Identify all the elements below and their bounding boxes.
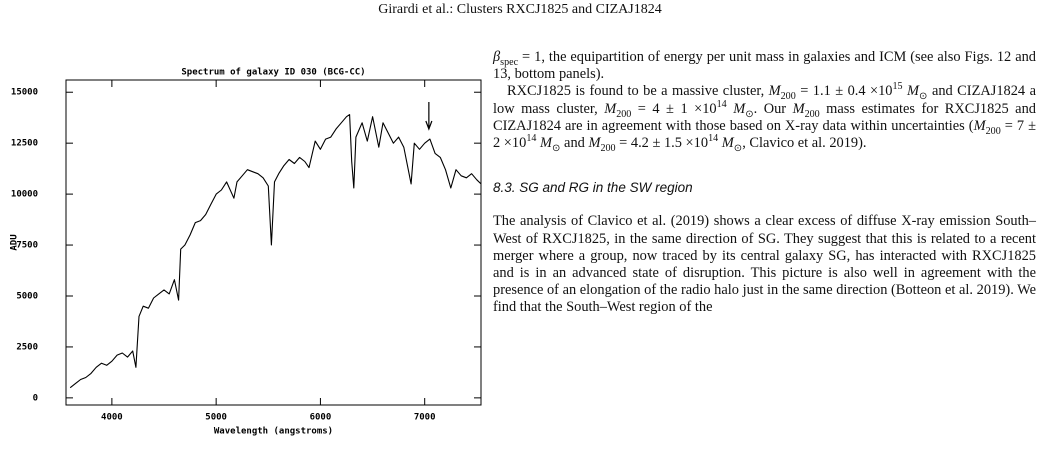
text-run: 15	[892, 81, 903, 93]
text-column: βspec = 1, the equipartition of energy p…	[493, 49, 1036, 317]
spectrum-line	[69, 114, 482, 389]
x-tick-label: 7000	[414, 413, 436, 423]
x-axis-label: Wavelength (angstroms)	[214, 427, 333, 437]
text-run: M	[588, 135, 601, 152]
paragraph: βspec = 1, the equipartition of energy p…	[493, 49, 1036, 83]
text-run: RXCJ1825 is found to be a massive cluste…	[507, 83, 769, 100]
text-run: and CIZAJ1824 a low mass cluster,	[493, 83, 1036, 117]
text-run: spec	[500, 56, 519, 68]
text-run: . Our	[753, 100, 793, 117]
text-run: = 7 ± 2 ×10	[493, 117, 1036, 152]
arrow-marker	[425, 102, 433, 131]
text-run: 200	[616, 108, 632, 120]
text-run: ⊙	[733, 142, 743, 154]
text-run: M	[540, 135, 552, 152]
text-run: and	[560, 135, 589, 152]
y-tick-label: 12500	[11, 139, 38, 149]
text-run: ⊙	[745, 108, 754, 120]
text-run: ⊙	[552, 142, 561, 154]
text-run: = 4 ± 1 ×10	[631, 100, 717, 117]
text-run: 14	[716, 98, 727, 110]
text-run: M	[792, 100, 805, 117]
paragraph: The analysis of Clavico et al. (2019) sh…	[493, 213, 1036, 316]
y-axis-label: ADU	[10, 234, 20, 250]
x-tick-label: 5000	[205, 413, 227, 423]
section-heading: 8.3. SG and RG in the SW region	[493, 180, 693, 196]
text-run: M	[768, 83, 781, 100]
text-run: M	[604, 100, 617, 117]
y-tick-label: 10000	[11, 190, 38, 200]
text-run: ⊙	[919, 91, 928, 103]
text-run: M	[973, 117, 986, 134]
running-title: Girardi et al.: Clusters RXCJ1825 and CI…	[378, 2, 662, 17]
text-run: mass estimates for RXCJ1825 and CIZAJ182…	[493, 100, 1036, 134]
y-tick-label: 15000	[11, 88, 38, 98]
plot-frame	[65, 79, 482, 406]
text-run: β	[493, 49, 501, 65]
text-run: = 4.2 ± 1.5 ×10	[615, 135, 709, 152]
x-tick-label: 6000	[310, 413, 332, 423]
text-run: = 1.1 ± 0.4 ×10	[795, 83, 893, 100]
y-tick-label: 2500	[16, 342, 38, 352]
text-run: , Clavico et al. 2019).	[742, 135, 867, 152]
y-tick-label: 0	[33, 393, 38, 403]
text-run: 200	[780, 91, 796, 103]
y-tick-label: 7500	[16, 241, 38, 251]
text-run: 14	[526, 133, 537, 145]
x-tick-label: 4000	[101, 413, 123, 423]
y-tick-label: 5000	[16, 291, 38, 301]
paragraph: RXCJ1825 is found to be a massive cluste…	[493, 81, 1036, 154]
text-run: = 1, the equipartition of energy per uni…	[493, 49, 1036, 83]
chart: Spectrum of galaxy ID 030 (BCG-CC) 0 2500 5…	[10, 68, 482, 437]
text-run: M	[733, 100, 746, 117]
text-run: 200	[985, 125, 1001, 137]
text-run: M	[907, 83, 920, 100]
chart-title: Spectrum of galaxy ID 030 (BCG-CC)	[181, 68, 365, 78]
text-run: 14	[708, 133, 719, 145]
text-run: 200	[600, 142, 616, 154]
text-run: 200	[804, 108, 820, 120]
text-run: M	[721, 135, 734, 152]
